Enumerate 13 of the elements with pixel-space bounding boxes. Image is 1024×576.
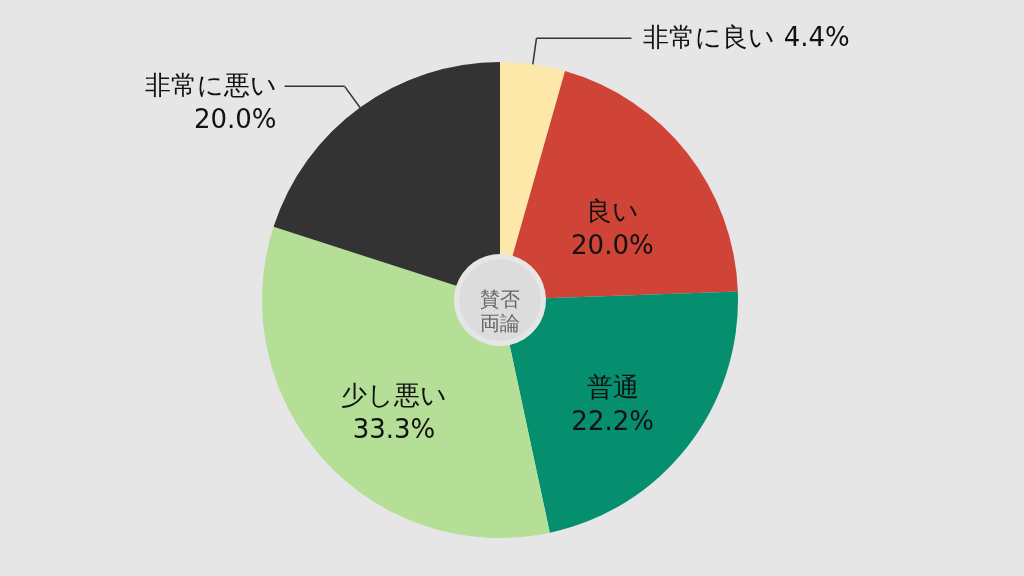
slice-label: 非常に良い 4.4% xyxy=(643,22,850,53)
slice-label: 少し悪い xyxy=(341,379,447,410)
slice-label: 普通 xyxy=(586,371,639,402)
donut-slice xyxy=(273,62,500,286)
data-label: 20.0% xyxy=(193,104,277,135)
slice-label: 良い xyxy=(585,195,639,226)
donut-slice xyxy=(500,62,566,256)
slice-label: 非常に悪い xyxy=(144,70,277,101)
data-label: 20.0% xyxy=(571,229,654,260)
donut-slice xyxy=(262,226,550,538)
data-label: 33.3% xyxy=(352,413,436,444)
data-label: 22.2% xyxy=(571,405,654,436)
text: 賛否両論 xyxy=(480,287,520,335)
